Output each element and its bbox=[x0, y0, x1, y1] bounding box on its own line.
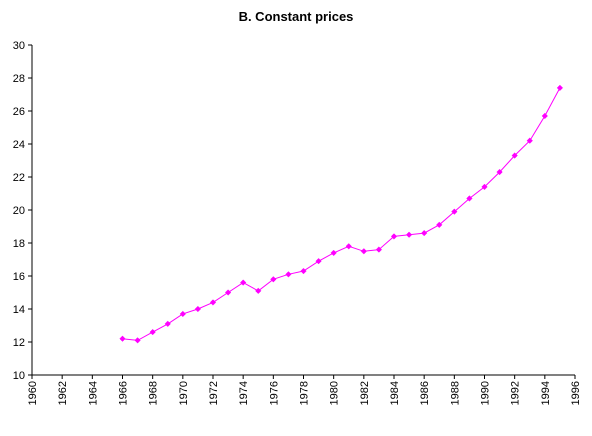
x-tick-label: 1964 bbox=[87, 381, 99, 405]
data-point bbox=[496, 168, 503, 176]
data-point bbox=[511, 152, 518, 159]
data-point bbox=[255, 287, 262, 295]
y-tick-label: 18 bbox=[13, 238, 25, 250]
y-tick-label: 28 bbox=[13, 73, 25, 85]
y-tick-label: 24 bbox=[13, 139, 25, 151]
data-point bbox=[134, 337, 141, 344]
x-tick-label: 1960 bbox=[27, 381, 39, 405]
data-point bbox=[345, 243, 352, 250]
chart-title: B. Constant prices bbox=[239, 9, 354, 24]
data-point bbox=[194, 305, 202, 313]
axes: 10 12 14 16 18 20 22 24 26 28 30 1960 1962 1964 1966 19… bbox=[13, 40, 582, 405]
data-point bbox=[405, 231, 413, 238]
x-tick-label: 1972 bbox=[208, 381, 220, 405]
data-point bbox=[209, 299, 217, 306]
data-point bbox=[526, 137, 533, 144]
data-point bbox=[179, 310, 186, 318]
data-point bbox=[330, 249, 337, 257]
x-tick-label: 1994 bbox=[540, 381, 552, 405]
x-tick-label: 1986 bbox=[419, 381, 431, 405]
y-tick-label: 20 bbox=[13, 205, 25, 217]
y-tick-label: 16 bbox=[13, 271, 25, 283]
data-point bbox=[421, 229, 428, 237]
x-tick-label: 1984 bbox=[389, 381, 401, 405]
data-point bbox=[270, 276, 277, 283]
data-point bbox=[164, 320, 171, 328]
x-tick-label: 1996 bbox=[570, 381, 582, 405]
data-point bbox=[360, 248, 367, 255]
x-tick-label: 1962 bbox=[57, 381, 69, 405]
x-tick-label: 1978 bbox=[299, 381, 311, 405]
x-tick-label: 1970 bbox=[178, 381, 190, 405]
data-point bbox=[119, 335, 126, 342]
data-point bbox=[451, 208, 458, 215]
data-point bbox=[315, 257, 322, 265]
x-tick-label: 1992 bbox=[510, 381, 522, 405]
data-point bbox=[541, 112, 548, 120]
series-line bbox=[122, 87, 561, 341]
data-point bbox=[436, 221, 443, 229]
data-point bbox=[224, 289, 232, 296]
data-point bbox=[390, 233, 398, 240]
y-tick-label: 26 bbox=[13, 106, 25, 118]
y-tick-label: 30 bbox=[13, 40, 25, 52]
x-tick-label: 1990 bbox=[480, 381, 492, 405]
x-tick-label: 1976 bbox=[268, 381, 280, 405]
data-point bbox=[149, 328, 156, 336]
plot-area bbox=[119, 84, 564, 344]
x-tick-label: 1966 bbox=[118, 381, 130, 405]
y-tick-label: 10 bbox=[13, 370, 25, 382]
data-point bbox=[481, 183, 488, 191]
y-tick-label: 14 bbox=[13, 304, 25, 316]
x-tick-label: 1980 bbox=[329, 381, 341, 405]
x-tick-label: 1988 bbox=[449, 381, 461, 405]
data-point bbox=[285, 271, 292, 278]
y-tick-label: 12 bbox=[13, 337, 25, 349]
data-point bbox=[375, 246, 383, 253]
x-tick-label: 1968 bbox=[148, 381, 160, 405]
x-tick-label: 1974 bbox=[238, 381, 250, 405]
x-tick-label: 1982 bbox=[359, 381, 371, 405]
data-point bbox=[300, 267, 307, 275]
data-point bbox=[240, 279, 247, 286]
data-point bbox=[466, 195, 473, 202]
y-tick-label: 22 bbox=[13, 172, 25, 184]
data-point bbox=[556, 84, 564, 92]
